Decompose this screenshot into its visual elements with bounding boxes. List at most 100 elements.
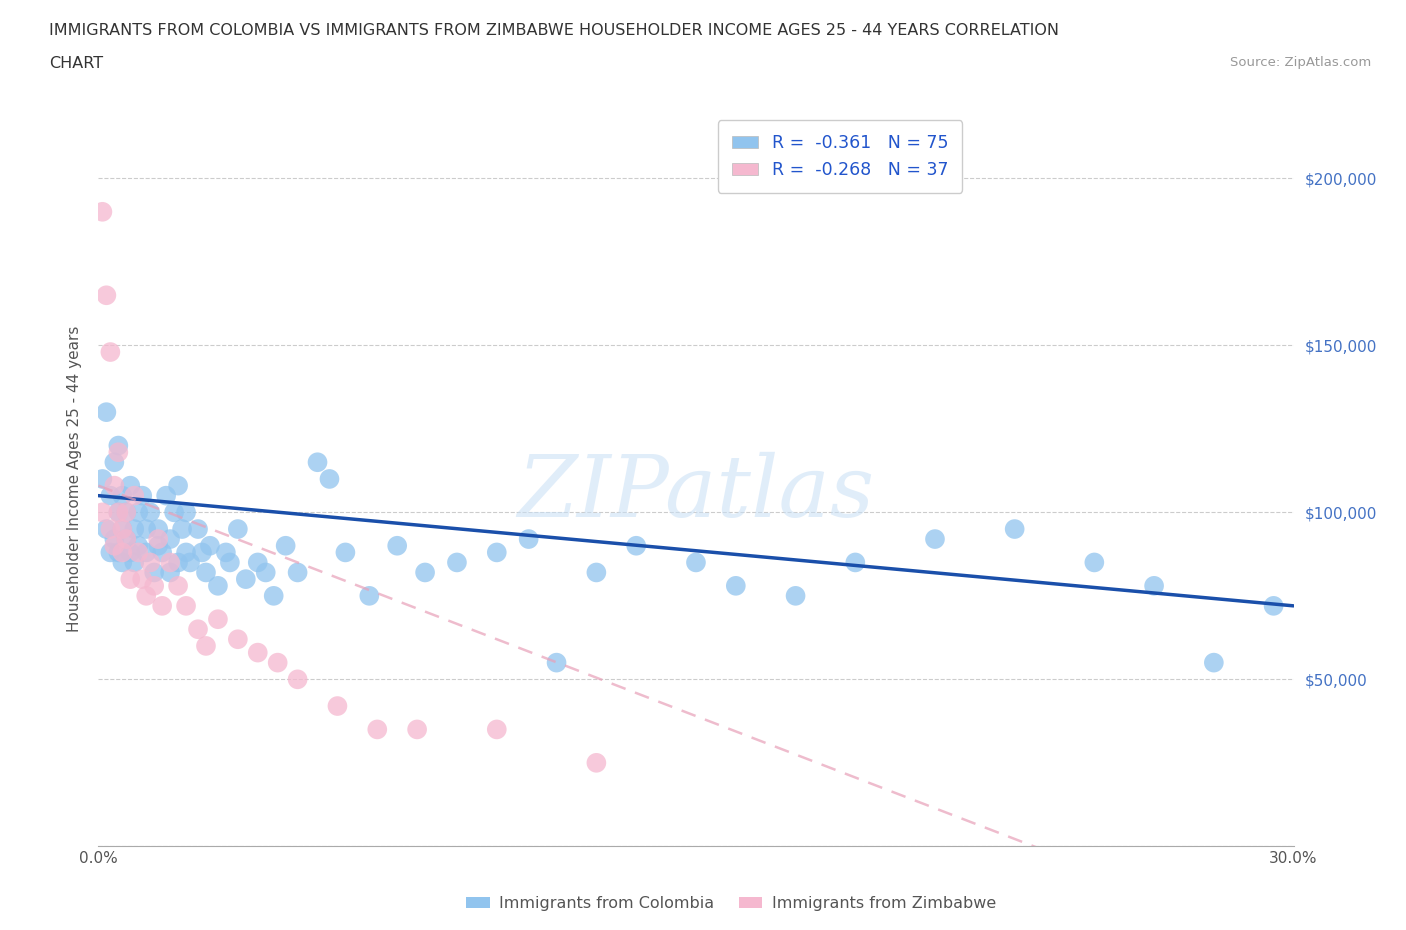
Point <box>187 522 209 537</box>
Point <box>91 205 114 219</box>
Point <box>131 488 153 503</box>
Point <box>107 545 129 560</box>
Point <box>120 478 142 493</box>
Point <box>446 555 468 570</box>
Point <box>179 555 201 570</box>
Point <box>115 505 138 520</box>
Point <box>366 722 388 737</box>
Point <box>111 488 134 503</box>
Point <box>96 522 118 537</box>
Point <box>385 538 409 553</box>
Point <box>163 505 186 520</box>
Point <box>724 578 747 593</box>
Point <box>246 645 269 660</box>
Text: Source: ZipAtlas.com: Source: ZipAtlas.com <box>1230 56 1371 69</box>
Point <box>148 522 170 537</box>
Point <box>135 589 157 604</box>
Point <box>111 555 134 570</box>
Point <box>274 538 297 553</box>
Text: ZIPatlas: ZIPatlas <box>517 452 875 535</box>
Point <box>326 698 349 713</box>
Point <box>115 505 138 520</box>
Point <box>159 555 181 570</box>
Point <box>1263 598 1285 613</box>
Point <box>174 505 197 520</box>
Point <box>120 572 142 587</box>
Point <box>785 589 807 604</box>
Point <box>195 565 218 580</box>
Point <box>127 538 149 553</box>
Point <box>287 671 309 686</box>
Point <box>135 545 157 560</box>
Point <box>103 538 125 553</box>
Point <box>91 472 114 486</box>
Legend: R =  -0.361   N = 75, R =  -0.268   N = 37: R = -0.361 N = 75, R = -0.268 N = 37 <box>718 120 962 193</box>
Point <box>155 488 177 503</box>
Point <box>318 472 340 486</box>
Text: CHART: CHART <box>49 56 103 71</box>
Point <box>127 505 149 520</box>
Point <box>226 522 249 537</box>
Point <box>111 545 134 560</box>
Point <box>191 545 214 560</box>
Point <box>107 438 129 453</box>
Point <box>263 589 285 604</box>
Point <box>150 545 173 560</box>
Point <box>107 505 129 520</box>
Point <box>246 555 269 570</box>
Point <box>98 345 122 360</box>
Point <box>1004 522 1026 537</box>
Point <box>107 445 129 459</box>
Point <box>1083 555 1105 570</box>
Point <box>546 656 568 671</box>
Legend: Immigrants from Colombia, Immigrants from Zimbabwe: Immigrants from Colombia, Immigrants fro… <box>460 890 1002 917</box>
Point <box>91 505 114 520</box>
Point <box>485 722 508 737</box>
Point <box>150 598 173 613</box>
Point <box>111 522 134 537</box>
Point <box>103 532 125 547</box>
Point <box>143 578 166 593</box>
Point <box>207 578 229 593</box>
Point <box>139 555 162 570</box>
Point <box>235 572 257 587</box>
Point <box>103 455 125 470</box>
Point <box>485 545 508 560</box>
Point <box>215 545 238 560</box>
Point <box>139 505 162 520</box>
Point <box>103 478 125 493</box>
Point <box>131 572 153 587</box>
Point <box>98 522 122 537</box>
Point <box>96 405 118 419</box>
Point <box>167 555 190 570</box>
Point <box>172 522 194 537</box>
Point <box>143 565 166 580</box>
Point <box>124 488 146 503</box>
Point <box>287 565 309 580</box>
Point <box>115 532 138 547</box>
Point <box>626 538 648 553</box>
Point <box>159 565 181 580</box>
Point <box>167 478 190 493</box>
Point <box>844 555 866 570</box>
Point <box>207 612 229 627</box>
Point <box>124 522 146 537</box>
Point <box>406 722 429 737</box>
Point <box>127 545 149 560</box>
Point <box>924 532 946 547</box>
Point <box>1143 578 1166 593</box>
Point <box>307 455 329 470</box>
Point <box>195 639 218 654</box>
Point <box>135 522 157 537</box>
Point <box>254 565 277 580</box>
Point <box>335 545 357 560</box>
Y-axis label: Householder Income Ages 25 - 44 years: Householder Income Ages 25 - 44 years <box>67 326 83 632</box>
Point <box>120 545 142 560</box>
Point <box>174 545 197 560</box>
Point <box>585 755 607 770</box>
Point <box>148 538 170 553</box>
Point <box>115 532 138 547</box>
Point <box>517 532 540 547</box>
Point <box>98 545 122 560</box>
Point <box>187 622 209 637</box>
